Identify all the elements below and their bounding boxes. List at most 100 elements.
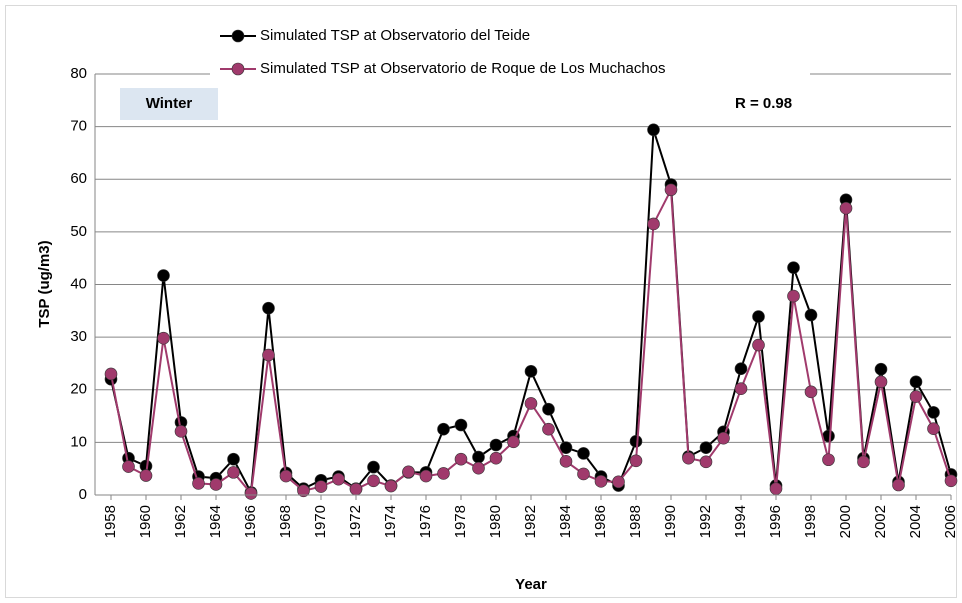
x-tick-label: 1964 xyxy=(207,505,224,538)
data-point xyxy=(542,422,555,436)
data-point xyxy=(472,461,485,475)
data-point xyxy=(489,451,503,465)
data-point xyxy=(244,487,258,500)
x-tick-label: 1972 xyxy=(347,505,364,538)
data-point xyxy=(227,452,240,466)
data-point xyxy=(892,478,905,492)
legend-marker xyxy=(231,62,245,76)
annotation: Winter xyxy=(146,95,193,112)
data-point xyxy=(559,441,573,454)
data-point xyxy=(174,425,188,438)
data-point xyxy=(524,365,538,378)
data-point xyxy=(437,467,450,480)
x-tick-label: 2004 xyxy=(907,505,924,538)
x-tick-label: 1958 xyxy=(102,505,119,538)
x-tick-label: 1988 xyxy=(627,505,644,538)
y-tick-label: 70 xyxy=(70,118,87,135)
data-point xyxy=(262,348,275,362)
data-point xyxy=(279,469,293,483)
data-point xyxy=(367,474,380,488)
data-point xyxy=(612,475,625,489)
data-point xyxy=(402,465,415,479)
data-point xyxy=(804,308,818,322)
x-tick-label: 1984 xyxy=(557,505,574,538)
data-point xyxy=(314,480,328,493)
data-point xyxy=(227,466,240,479)
x-tick-label: 2006 xyxy=(942,505,959,538)
data-point xyxy=(332,472,345,486)
x-tick-label: 1962 xyxy=(172,505,189,538)
x-axis-title: Year xyxy=(515,576,547,593)
legend-background xyxy=(210,18,810,84)
x-tick-label: 1994 xyxy=(732,505,749,538)
data-point xyxy=(209,478,223,491)
x-tick-label: 1978 xyxy=(452,505,469,538)
data-point xyxy=(192,477,205,490)
data-point xyxy=(437,422,450,436)
data-point xyxy=(157,331,170,345)
data-point xyxy=(909,390,923,403)
data-point xyxy=(104,367,118,381)
data-point xyxy=(752,310,765,323)
data-point xyxy=(297,484,310,498)
chart-border xyxy=(5,5,957,598)
data-point xyxy=(489,438,503,452)
data-point xyxy=(629,454,643,468)
x-tick-label: 1980 xyxy=(487,505,504,538)
data-point xyxy=(559,455,573,468)
data-point xyxy=(454,418,468,432)
data-point xyxy=(804,385,818,399)
data-point xyxy=(664,183,678,197)
x-tick-label: 1982 xyxy=(522,505,539,538)
data-point xyxy=(944,474,958,488)
data-point xyxy=(542,402,555,416)
x-tick-label: 1970 xyxy=(312,505,329,538)
data-point xyxy=(472,450,485,464)
data-point xyxy=(349,482,363,496)
data-point xyxy=(507,435,520,449)
x-tick-label: 1990 xyxy=(662,505,679,538)
x-tick-label: 1992 xyxy=(697,505,714,538)
data-point xyxy=(384,479,398,493)
data-point xyxy=(157,269,170,282)
data-point xyxy=(367,460,380,474)
y-axis-title: TSP (ug/m3) xyxy=(36,240,53,327)
y-tick-label: 10 xyxy=(70,433,87,450)
x-tick-label: 2002 xyxy=(872,505,889,538)
data-point xyxy=(699,441,713,454)
y-tick-label: 0 xyxy=(79,486,87,503)
legend-marker xyxy=(231,29,245,43)
annotation: R = 0.98 xyxy=(735,95,792,112)
x-tick-label: 1966 xyxy=(242,505,259,538)
data-point xyxy=(839,201,853,215)
y-tick-label: 20 xyxy=(70,381,87,398)
data-point xyxy=(647,123,660,137)
x-tick-label: 2000 xyxy=(837,505,854,538)
data-point xyxy=(699,455,713,469)
y-tick-label: 40 xyxy=(70,275,87,292)
data-point xyxy=(419,469,433,483)
data-point xyxy=(822,453,835,467)
data-point xyxy=(629,435,643,448)
data-point xyxy=(454,452,468,466)
data-point xyxy=(594,475,608,488)
data-point xyxy=(752,338,765,352)
data-point xyxy=(647,217,660,231)
data-point xyxy=(717,431,730,445)
data-point xyxy=(734,382,748,395)
legend-label: Simulated TSP at Observatorio del Teide xyxy=(260,27,530,44)
data-point xyxy=(682,451,695,465)
x-tick-label: 1976 xyxy=(417,505,434,538)
data-point xyxy=(577,447,590,460)
data-point xyxy=(577,467,590,481)
y-tick-label: 80 xyxy=(70,65,87,82)
x-tick-label: 1968 xyxy=(277,505,294,538)
data-point xyxy=(122,460,135,473)
x-tick-label: 1974 xyxy=(382,505,399,538)
annotation-box xyxy=(120,88,218,120)
data-point xyxy=(734,362,748,376)
series-line xyxy=(110,186,952,496)
data-point xyxy=(909,375,923,389)
